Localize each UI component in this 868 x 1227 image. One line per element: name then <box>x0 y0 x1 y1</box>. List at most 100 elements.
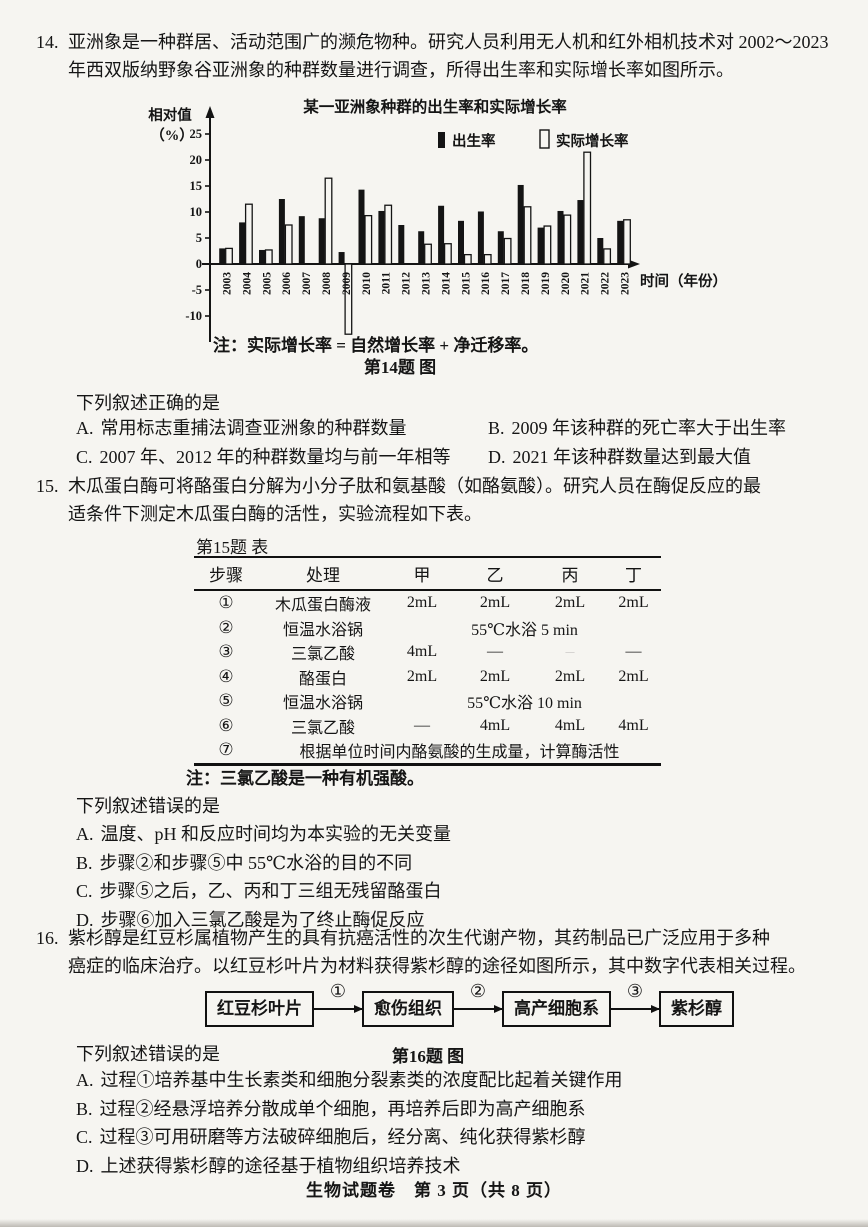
svg-text:2011: 2011 <box>381 272 393 295</box>
table-15-caption: 第15题 表 <box>196 538 269 557</box>
table-row: ⑥ 三氯乙酸 — 4mL 4mL 4mL <box>218 715 649 737</box>
svg-text:时间（年份）: 时间（年份） <box>640 272 727 290</box>
svg-text:0: 0 <box>196 257 202 271</box>
q15-option-b: B. 步骤②和步骤⑤中 55℃水浴的目的不同 <box>76 852 413 873</box>
col-ding: 丁 <box>606 557 661 591</box>
table-row: ④ 酪蛋白 2mL 2mL 2mL 2mL <box>218 666 649 688</box>
q15-option-d: D. 步骤⑥加入三氯乙酸是为了终止酶促反应 <box>76 909 425 930</box>
svg-text:2014: 2014 <box>440 272 452 295</box>
arrow-head-icon <box>494 1004 503 1013</box>
arrow-line <box>314 1008 362 1010</box>
question-16-stem-line-1: 紫杉醇是红豆杉属植物产生的具有抗癌活性的次生代谢产物，其药制品已广泛应用于多种 <box>68 928 770 948</box>
svg-text:2005: 2005 <box>261 272 273 295</box>
figure-14-caption: 第14题 图 <box>363 358 437 377</box>
svg-text:2022: 2022 <box>600 272 612 295</box>
svg-text:2019: 2019 <box>540 272 552 295</box>
question-14-prompt: 下列叙述正确的是 <box>76 393 220 413</box>
arrow-line <box>454 1008 502 1010</box>
col-bing: 丙 <box>534 557 606 591</box>
table-row: ② 恒温水浴锅 55℃水浴 5 min <box>218 617 578 639</box>
q16-option-a: A. 过程①培养基中生长素类和细胞分裂素类的浓度配比起着关键作用 <box>76 1070 623 1090</box>
svg-text:2015: 2015 <box>460 272 472 295</box>
arrow-head-icon <box>354 1004 363 1013</box>
svg-text:-10: -10 <box>185 309 202 323</box>
page-footer: 生物试题卷 第 3 页（共 8 页） <box>306 1181 562 1200</box>
col-treatment: 处理 <box>258 557 388 591</box>
svg-text:2006: 2006 <box>281 272 293 295</box>
table-15-note: 注：三氯乙酸是一种有机强酸。 <box>186 769 424 788</box>
svg-text:某一亚洲象种群的出生率和实际增长率: 某一亚洲象种群的出生率和实际增长率 <box>303 97 567 116</box>
col-jia: 甲 <box>388 557 456 591</box>
svg-text:2004: 2004 <box>241 272 253 295</box>
svg-text:2018: 2018 <box>520 272 532 295</box>
flow-box-cell-line: 高产细胞系 <box>502 991 611 1027</box>
question-15-number: 15. <box>36 476 59 496</box>
figure-14-note: 注：实际增长率 = 自然增长率 + 净迁移率。 <box>213 336 539 355</box>
svg-text:2003: 2003 <box>222 272 234 295</box>
svg-text:2016: 2016 <box>480 272 492 295</box>
table-row: ① 木瓜蛋白酶液 2mL 2mL 2mL 2mL <box>218 593 649 615</box>
flow-arrow-1: ① <box>314 981 363 1028</box>
arrow-head-icon <box>651 1004 660 1013</box>
q15-option-a: A. 温度、pH 和反应时间均为本实验的无关变量 <box>76 824 451 844</box>
svg-text:2009: 2009 <box>341 272 353 295</box>
svg-text:2020: 2020 <box>560 272 572 295</box>
col-yi: 乙 <box>456 557 534 591</box>
flow-step-1: ① <box>327 981 349 1002</box>
table-header-row: 步骤 处理 甲 乙 丙 丁 <box>194 557 661 591</box>
svg-text:15: 15 <box>190 179 203 193</box>
q14-option-a: A. 常用标志重捕法调查亚洲象的种群数量 <box>76 418 407 438</box>
svg-text:相对值: 相对值 <box>148 106 192 124</box>
question-15-stem: 15. 木瓜蛋白酶可将酪蛋白分解为小分子肽和氨基酸（如酪氨酸）。研究人员在酶促反… <box>36 472 761 528</box>
scan-bottom-edge <box>0 1219 868 1227</box>
question-15-stem-line-2: 适条件下测定木瓜蛋白酶的活性，实验流程如下表。 <box>68 504 482 524</box>
question-14-stem-line-1: 亚洲象是一种群居、活动范围广的濒危物种。研究人员利用无人机和红外相机技术对 20… <box>68 32 829 52</box>
flow-box-callus: 愈伤组织 <box>362 991 454 1027</box>
q16-option-d: D. 上述获得紫杉醇的途径基于植物组织培养技术 <box>76 1155 461 1176</box>
question-15-prompt: 下列叙述错误的是 <box>76 796 220 816</box>
table-row: ⑤ 恒温水浴锅 55℃水浴 10 min <box>218 691 582 713</box>
svg-text:10: 10 <box>190 205 203 219</box>
table-row: ⑦ 根据单位时间内酪氨酸的生成量，计算酶活性 <box>218 740 620 762</box>
svg-text:2013: 2013 <box>421 272 433 295</box>
col-step: 步骤 <box>194 557 258 591</box>
svg-text:出生率: 出生率 <box>452 132 496 150</box>
q15-option-c: C. 步骤⑤之后，乙、丙和丁三组无残留酪蛋白 <box>76 881 442 901</box>
q14-option-c: C. 2007 年、2012 年的种群数量均与前一年相等 <box>76 446 451 467</box>
question-14-stem: 14. 亚洲象是一种群居、活动范围广的濒危物种。研究人员利用无人机和红外相机技术… <box>36 28 829 84</box>
question-15-stem-line-1: 木瓜蛋白酶可将酪蛋白分解为小分子肽和氨基酸（如酪氨酸）。研究人员在酶促反应的最 <box>68 476 761 496</box>
svg-text:5: 5 <box>196 231 202 245</box>
experiment-table: 步骤 处理 甲 乙 丙 丁 ① 木瓜蛋白酶液 2mL 2mL 2mL 2mL ②… <box>194 556 661 766</box>
svg-text:-5: -5 <box>192 283 202 297</box>
svg-text:2007: 2007 <box>301 272 313 295</box>
question-14-number: 14. <box>36 32 59 52</box>
flow-box-leaf: 红豆杉叶片 <box>205 991 314 1027</box>
question-14-stem-line-2: 年西双版纳野象谷亚洲象的种群数量进行调查，所得出生率和实际增长率如图所示。 <box>68 60 734 80</box>
svg-text:2023: 2023 <box>620 272 632 295</box>
paclitaxel-flow-diagram: 红豆杉叶片 ① 愈伤组织 ② 高产细胞系 ③ 紫杉醇 <box>205 981 734 1028</box>
table-row: ③ 三氯乙酸 4mL — — — <box>218 642 642 664</box>
question-15-options: A. 温度、pH 和反应时间均为本实验的无关变量 B. 步骤②和步骤⑤中 55℃水浴… <box>76 820 451 934</box>
svg-text:2012: 2012 <box>401 272 413 295</box>
q16-option-b: B. 过程②经悬浮培养分散成单个细胞，再培养后即为高产细胞系 <box>76 1098 586 1119</box>
figure-16-caption: 第16题 图 <box>391 1047 465 1066</box>
svg-text:2017: 2017 <box>500 272 512 295</box>
elephant-rate-bar-chart: 25 20 15 10 5 0 -5 -10 2003 2004 2005 2006 2007 2008 2… <box>140 96 756 348</box>
svg-text:2008: 2008 <box>321 272 333 295</box>
flow-arrow-2: ② <box>454 981 503 1028</box>
svg-text:2010: 2010 <box>361 272 373 295</box>
arrow-line <box>611 1008 659 1010</box>
flow-step-3: ③ <box>624 981 646 1002</box>
svg-text:20: 20 <box>190 153 203 167</box>
svg-text:25: 25 <box>190 127 203 141</box>
question-14-options: A. 常用标志重捕法调查亚洲象的种群数量 B. 2009 年该种群的死亡率大于出生率… <box>76 414 854 471</box>
question-16-options: A. 过程①培养基中生长素类和细胞分裂素类的浓度配比起着关键作用 B. 过程②经悬浮… <box>76 1066 623 1180</box>
flow-step-2: ② <box>467 981 489 1002</box>
svg-text:（%）: （%） <box>150 126 194 144</box>
q14-option-b: B. 2009 年该种群的死亡率大于出生率 <box>488 418 787 438</box>
question-16-number: 16. <box>36 928 59 948</box>
svg-text:实际增长率: 实际增长率 <box>556 132 629 150</box>
q16-option-c: C. 过程③可用研磨等方法破碎细胞后，经分离、纯化获得紫杉醇 <box>76 1127 586 1147</box>
